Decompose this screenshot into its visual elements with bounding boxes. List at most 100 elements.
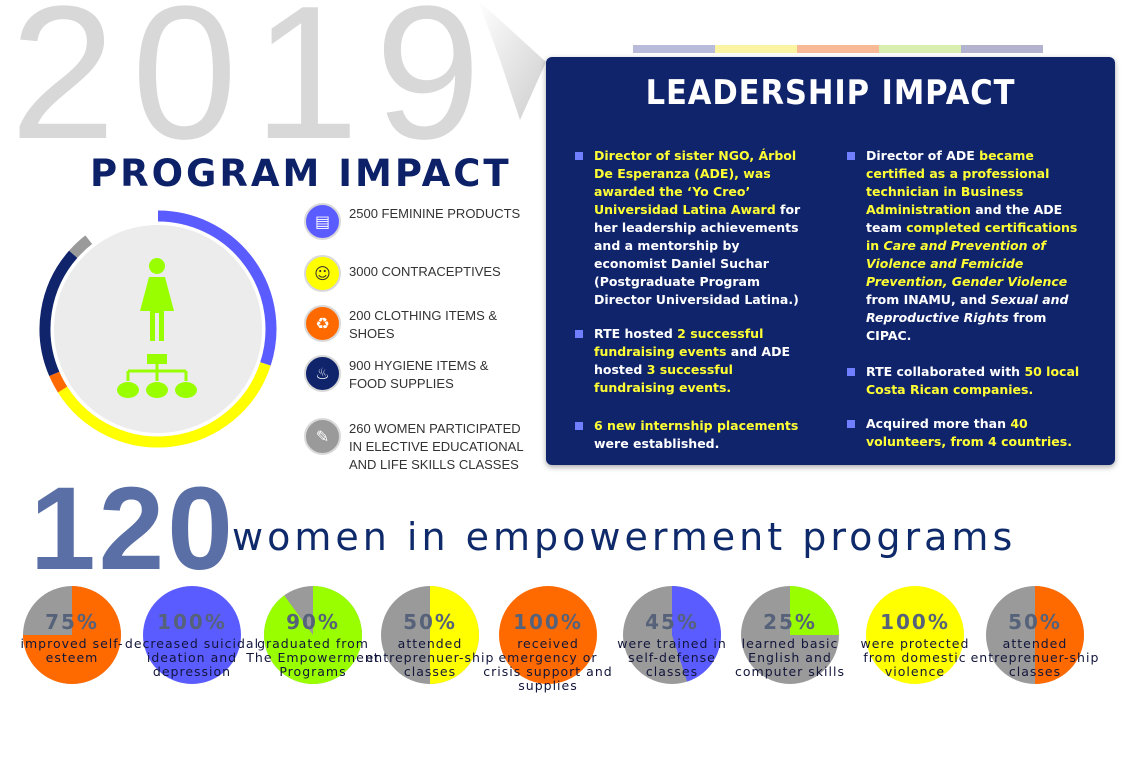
pie-percent: 45% xyxy=(645,610,699,634)
pie-background xyxy=(866,586,964,684)
pie-background xyxy=(499,586,597,684)
color-bar-segment xyxy=(715,45,797,53)
bullet-text: from CIPAC. xyxy=(866,310,1047,343)
outcome-pie xyxy=(986,586,1084,684)
program-impact-title: PROGRAM IMPACT xyxy=(90,152,512,195)
women-count: 120 xyxy=(30,463,236,595)
bullet-square-icon xyxy=(575,422,583,430)
leadership-bullet: RTE collaborated with 50 local Costa Ric… xyxy=(847,363,1087,399)
leadership-bullet: Acquired more than 40 volunteers, from 4… xyxy=(847,415,1087,451)
bullet-text: 2 successful fundraising events xyxy=(594,326,764,359)
leadership-bullet: 6 new internship placements were establi… xyxy=(575,417,811,453)
woman-icon xyxy=(140,258,174,341)
ring-segment xyxy=(157,210,277,366)
pie-slice xyxy=(1035,586,1084,684)
hygiene-food-icon: ♨ xyxy=(304,355,341,392)
color-bar-strip xyxy=(633,45,1043,53)
pie-label: received emergency or crisis support and… xyxy=(483,636,613,693)
pie-label: learned basic English and computer skill… xyxy=(735,636,845,679)
clothing-icon: ♻ xyxy=(304,305,341,342)
bullet-square-icon xyxy=(575,330,583,338)
bullet-text: 6 new internship placements xyxy=(594,418,799,433)
pie-slice xyxy=(790,586,839,635)
bullet-text: 3 successful fundraising events. xyxy=(594,362,733,395)
bullet-text: for her leadership achievements and a me… xyxy=(594,202,801,307)
leadership-left-column: Director of sister NGO, Árbol De Esperan… xyxy=(575,147,811,453)
ring-segment xyxy=(69,235,93,258)
pie-percent: 50% xyxy=(1008,610,1062,634)
outcome-pie xyxy=(499,586,597,684)
pie-slice xyxy=(264,586,362,684)
pie-percent: 100% xyxy=(880,610,950,634)
bullet-text: 40 volunteers, from 4 countries. xyxy=(866,416,1072,449)
bullet-text: RTE hosted xyxy=(594,326,678,341)
stat-text: 3000 CONTRACEPTIVES xyxy=(349,264,501,279)
stat-text: 200 CLOTHING ITEMS & SHOES xyxy=(349,308,498,341)
ring-segment xyxy=(49,371,68,393)
bullet-text: 50 local Costa Rican companies. xyxy=(866,364,1080,397)
pie-label: were trained in self-defense classes xyxy=(617,636,727,679)
feminine-products-icon: ▤ xyxy=(304,203,341,240)
bullet-text: Director of sister NGO, Árbol De Esperan… xyxy=(594,148,797,217)
pie-percent: 100% xyxy=(513,610,583,634)
bullet-text: completed certifications in xyxy=(866,220,1078,253)
pie-percent: 50% xyxy=(403,610,457,634)
outcome-pie xyxy=(623,586,721,684)
pie-label: graduated from The Empowerment Programs xyxy=(246,636,380,679)
bullet-text: and ADE hosted xyxy=(594,344,790,377)
pie-percent: 90% xyxy=(286,610,340,634)
women-caption: women in empowerment programs xyxy=(232,515,1017,559)
leadership-right-column: Director of ADE became certified as a pr… xyxy=(847,147,1087,451)
outcome-pie xyxy=(866,586,964,684)
classes-icon: ✎ xyxy=(304,418,341,455)
color-bar-segment xyxy=(797,45,879,53)
fold-decoration xyxy=(478,0,546,120)
bullet-square-icon xyxy=(847,152,855,160)
ring-center-disc xyxy=(54,225,262,433)
pie-label: decreased suicidal ideation and depressi… xyxy=(124,636,260,679)
pie-label: attended entreprenuer-ship classes xyxy=(365,636,495,679)
bullet-text: and the ADE team xyxy=(866,202,1063,235)
bullet-text: Director of ADE xyxy=(866,148,980,163)
bullet-square-icon xyxy=(847,420,855,428)
color-bar-segment xyxy=(633,45,715,53)
pie-percent: 100% xyxy=(157,610,227,634)
network-icon xyxy=(117,354,197,398)
bullet-square-icon xyxy=(575,152,583,160)
bullet-text: from INAMU, and xyxy=(866,292,991,307)
bullet-text: became certified as a professional techn… xyxy=(866,148,1050,217)
leadership-bullet: Director of sister NGO, Árbol De Esperan… xyxy=(575,147,811,309)
stat-text: 260 WOMEN PARTICIPATED IN ELECTIVE EDUCA… xyxy=(349,421,524,472)
outcome-pie xyxy=(381,586,479,684)
outcome-pie xyxy=(143,586,241,684)
leadership-bullet: Director of ADE became certified as a pr… xyxy=(847,147,1087,345)
leadership-title: LEADERSHIP IMPACT xyxy=(645,73,1016,113)
pie-slice xyxy=(23,586,121,684)
program-ring-chart xyxy=(39,210,277,448)
pie-percent: 25% xyxy=(763,610,817,634)
color-bar-segment xyxy=(961,45,1043,53)
pie-slice xyxy=(430,586,479,684)
stat-text: 2500 FEMININE PRODUCTS xyxy=(349,206,521,221)
bullet-text: Care and Prevention of Violence and Femi… xyxy=(866,238,1068,289)
bullet-square-icon xyxy=(847,368,855,376)
outcome-pie xyxy=(741,586,839,684)
pie-label: attended entreprenuer-ship classes xyxy=(970,636,1100,679)
stat-text: 900 HYGIENE ITEMS & FOOD SUPPLIES xyxy=(349,358,489,391)
ring-segment xyxy=(39,250,78,377)
contraceptives-icon: ☺ xyxy=(304,255,341,292)
ring-segment xyxy=(57,362,271,448)
bullet-text: Acquired more than xyxy=(866,416,1011,431)
pie-slice xyxy=(672,586,721,682)
bullet-text: were established. xyxy=(594,436,720,451)
color-bar-segment xyxy=(879,45,961,53)
year-heading: 2019 xyxy=(10,0,497,179)
bullet-text: Sexual and Reproductive Rights xyxy=(866,292,1069,325)
pie-percent: 75% xyxy=(45,610,99,634)
pie-background xyxy=(143,586,241,684)
outcome-pie xyxy=(23,586,121,684)
bullet-text: RTE collaborated with xyxy=(866,364,1025,379)
pie-label: were protected from domestic violence xyxy=(860,636,970,679)
leadership-bullet: RTE hosted 2 successful fundraising even… xyxy=(575,325,811,397)
leadership-panel: LEADERSHIP IMPACT Director of sister NGO… xyxy=(546,57,1115,465)
